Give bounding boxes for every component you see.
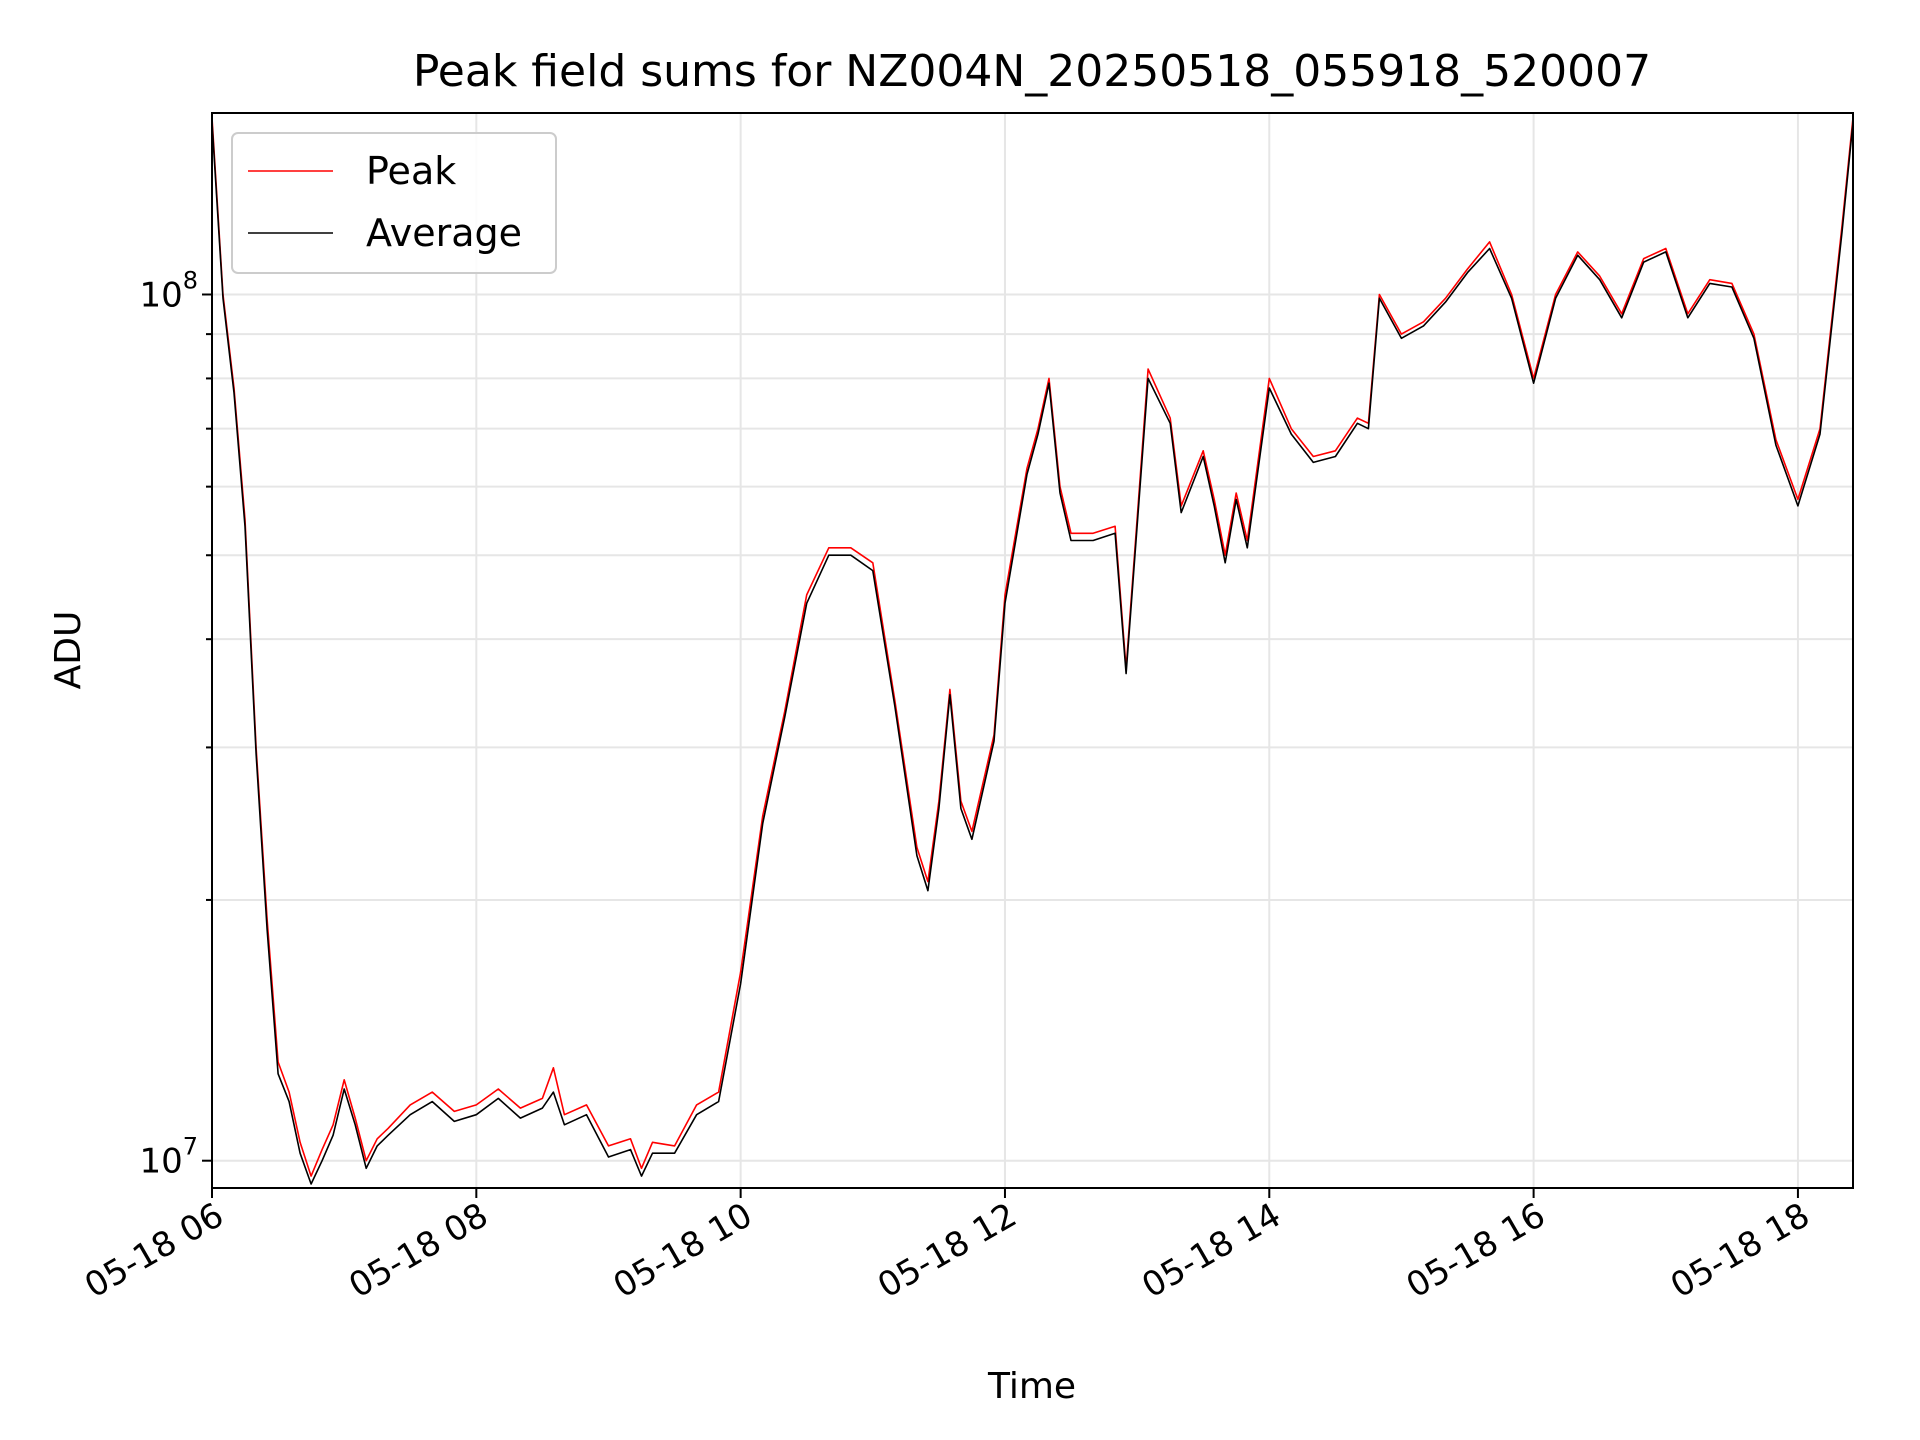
y-tick-exponent: 8 <box>183 266 198 294</box>
series-lines <box>211 117 1854 1185</box>
y-axis-label: ADU <box>48 611 89 690</box>
y-tick-base: 10 <box>139 275 182 315</box>
y-tick-exponent: 7 <box>183 1133 198 1161</box>
chart-title: Peak field sums for NZ004N_20250518_0559… <box>413 46 1651 97</box>
x-axis-label: Time <box>987 1366 1076 1407</box>
legend: Peak Average <box>231 132 557 274</box>
series-line-average <box>211 122 1854 1185</box>
plot-frame <box>211 112 1854 1189</box>
legend-box <box>231 132 557 274</box>
y-tick-base: 10 <box>139 1142 182 1182</box>
legend-label-average: Average <box>366 211 522 255</box>
y-tick-label: 107 <box>139 1133 198 1182</box>
series-line-peak <box>211 117 1854 1177</box>
y-tick-label: 108 <box>139 266 198 315</box>
legend-label-peak: Peak <box>366 149 456 193</box>
